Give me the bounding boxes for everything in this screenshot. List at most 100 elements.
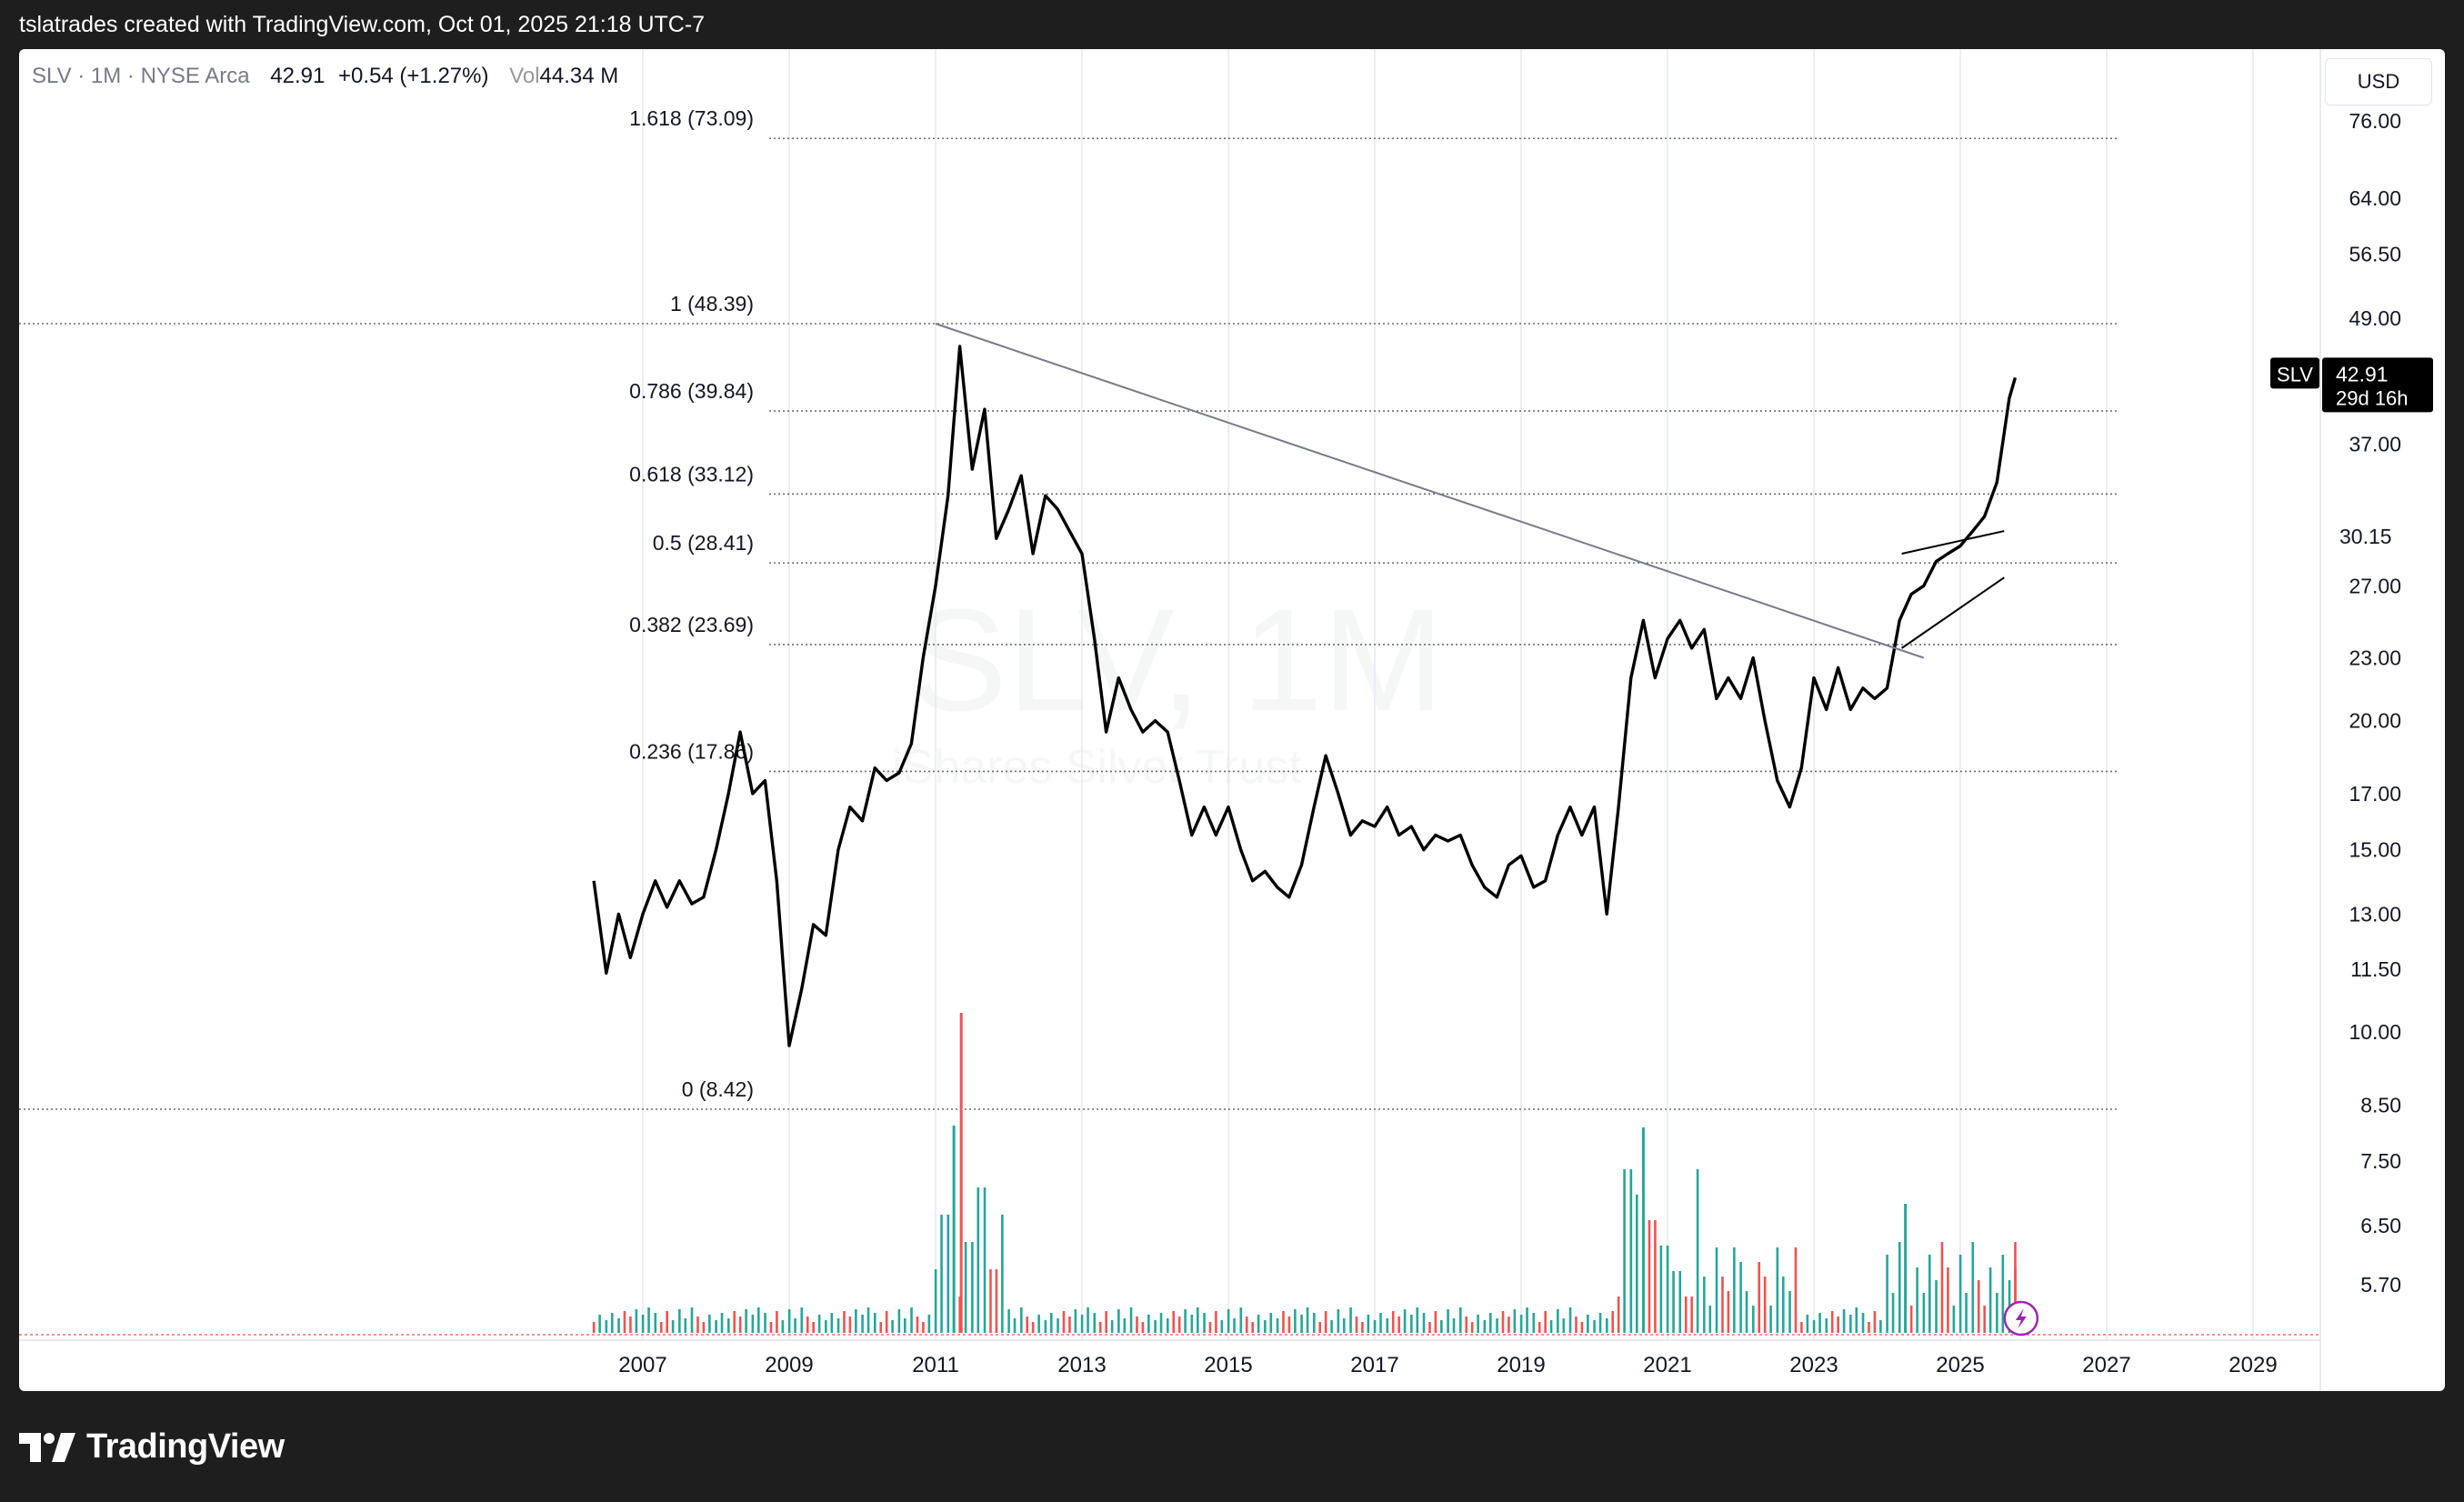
volume-bar (1568, 1307, 1572, 1333)
volume-bar (1080, 1315, 1084, 1333)
volume-bar (1177, 1317, 1181, 1333)
x-tick-label: 2025 (1936, 1353, 1984, 1377)
volume-bar (861, 1315, 864, 1333)
fib-level-label: 0.786 (39.84) (629, 379, 754, 403)
symbol-badge-label: SLV (2277, 363, 2313, 386)
volume-bar (977, 1187, 980, 1333)
volume-bar (1794, 1247, 1798, 1333)
y-tick-label: 8.50 (2360, 1093, 2401, 1116)
symbol-label[interactable]: SLV · 1M · NYSE Arca (32, 64, 250, 88)
volume-bar (720, 1313, 724, 1333)
volume-bar (1629, 1169, 1633, 1333)
volume-bar (671, 1320, 675, 1333)
volume-bar (1324, 1311, 1327, 1333)
volume-bar (989, 1269, 992, 1333)
volume-bar (964, 1242, 967, 1333)
price-chart[interactable]: 2007 2009 2011 2013 2015 2017 2019 2021 2023 2025… (19, 49, 2445, 1391)
volume-bar (885, 1311, 888, 1333)
volume-bar (1136, 1317, 1138, 1333)
chart-legend: SLV · 1M · NYSE Arca 42.91 +0.54 (+1.27%… (32, 64, 618, 89)
volume-bar (1763, 1277, 1767, 1333)
volume-bar (1837, 1317, 1839, 1333)
volume-bar (1611, 1311, 1615, 1333)
volume-bar (708, 1315, 711, 1333)
volume-bar (1703, 1277, 1706, 1333)
volume-bar (1470, 1322, 1474, 1333)
volume-bar (959, 1013, 963, 1333)
volume-bar (1818, 1313, 1821, 1333)
volume-bar (947, 1215, 950, 1333)
volume-bar (1507, 1317, 1510, 1333)
chart-frame[interactable]: SLV, 1M iShares Silver Trust 2007 2009 201… (19, 49, 2445, 1391)
volume-bar (1227, 1309, 1230, 1333)
volume-bar (1373, 1320, 1377, 1333)
volume-bar (927, 1315, 931, 1333)
volume-bar (635, 1309, 638, 1333)
volume-bar (1447, 1309, 1449, 1333)
volume-bar (1031, 1322, 1035, 1333)
volume-bar (1988, 1267, 1992, 1333)
y-tick-label: 37.00 (2349, 433, 2401, 456)
volume-bar (1397, 1317, 1400, 1333)
volume-bar (1868, 1322, 1870, 1333)
volume-bar (654, 1313, 657, 1333)
volume-bar (1057, 1318, 1059, 1333)
volume-bar (1788, 1291, 1791, 1333)
volume-bar (1123, 1318, 1127, 1333)
volume-bar (1678, 1271, 1682, 1333)
downtrend-line[interactable] (935, 323, 1925, 659)
volume-bar (1306, 1307, 1309, 1333)
channel-lower-line[interactable] (1901, 576, 2005, 649)
volume-bar (1947, 1267, 1949, 1333)
volume-bar (702, 1322, 706, 1333)
fib-level-label: 0.618 (33.12) (629, 462, 754, 486)
volume-bar (1488, 1313, 1492, 1333)
volume-bar (1013, 1318, 1017, 1333)
volume-bar (1196, 1307, 1199, 1333)
x-tick-label: 2009 (765, 1353, 813, 1377)
volume-bar (1428, 1322, 1431, 1333)
volume-bar (1203, 1313, 1206, 1333)
volume-bar (995, 1269, 998, 1333)
volume-bar (1727, 1291, 1730, 1333)
volume-bar (1825, 1318, 1828, 1333)
volume-bar (1349, 1307, 1352, 1333)
volume-bar (1386, 1318, 1389, 1333)
tradingview-logo[interactable]: TradingView (19, 1427, 285, 1467)
volume-bar (1909, 1306, 1913, 1333)
price-line[interactable] (592, 345, 2018, 1047)
y-tick-label: 11.50 (2350, 957, 2401, 981)
volume-bar (1623, 1169, 1626, 1333)
symbol-badge (2270, 357, 2319, 389)
x-tick-label: 2021 (1643, 1353, 1691, 1377)
fib-level-label: 1 (48.39) (670, 292, 754, 315)
page-title: tslatrades created with TradingView.com,… (19, 12, 706, 37)
currency-button[interactable]: USD (2325, 58, 2432, 105)
volume-bar (1593, 1320, 1596, 1333)
volume-bar (1690, 1297, 1693, 1333)
volume-bar (1855, 1307, 1858, 1333)
volume-bar (1891, 1293, 1895, 1333)
x-tick-label: 2023 (1789, 1353, 1838, 1377)
volume-bar (1330, 1320, 1333, 1333)
channel-upper-line[interactable] (1901, 530, 2005, 555)
volume-bar (1886, 1255, 1888, 1333)
volume-bar (1739, 1262, 1742, 1333)
volume-bar (922, 1322, 925, 1333)
x-tick-label: 2007 (618, 1353, 666, 1377)
volume-bar (696, 1317, 699, 1333)
x-tick-label: 2015 (1204, 1353, 1252, 1377)
volume-bar (1087, 1307, 1089, 1333)
volume-bar (1849, 1315, 1852, 1333)
volume-bar (1257, 1315, 1260, 1333)
y-tick-label: 7.50 (2360, 1149, 2401, 1173)
footer: TradingView (0, 1391, 2464, 1502)
volume-bar (2001, 1255, 2005, 1333)
volume-bar (1342, 1318, 1346, 1333)
volume-bar (1635, 1195, 1638, 1333)
volume-bar (800, 1307, 804, 1333)
volume-bar (1300, 1315, 1303, 1333)
volume-bar (1544, 1311, 1547, 1333)
volume-bar (1318, 1322, 1322, 1333)
volume-bar (1044, 1320, 1047, 1333)
